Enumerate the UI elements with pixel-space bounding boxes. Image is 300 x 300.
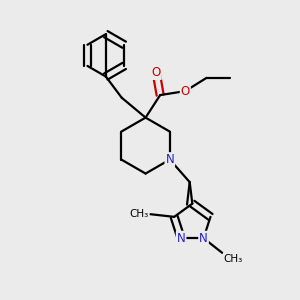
Text: O: O bbox=[152, 66, 161, 79]
Text: CH₃: CH₃ bbox=[130, 209, 149, 219]
Text: N: N bbox=[199, 232, 208, 245]
Text: N: N bbox=[177, 232, 185, 245]
Text: CH₃: CH₃ bbox=[224, 254, 243, 264]
Text: O: O bbox=[181, 85, 190, 98]
Text: N: N bbox=[165, 153, 174, 166]
